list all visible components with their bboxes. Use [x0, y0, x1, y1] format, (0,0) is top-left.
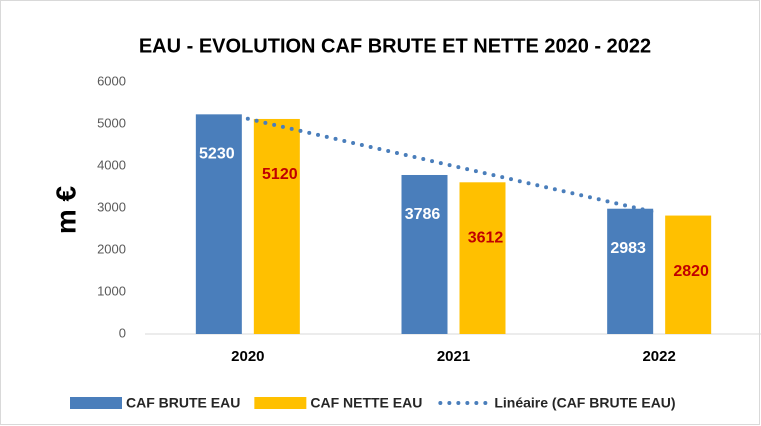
data-label: 3786 — [405, 206, 441, 223]
y-tick-label: 2000 — [97, 241, 126, 256]
legend-swatch — [254, 397, 307, 409]
bar — [459, 182, 506, 334]
y-tick-label: 0 — [119, 325, 126, 340]
x-tick-label: 2021 — [437, 348, 470, 365]
bar — [195, 114, 242, 334]
y-axis-label: m € — [50, 185, 81, 234]
bar — [401, 174, 448, 334]
data-label: 2820 — [673, 263, 709, 280]
legend-label: CAF NETTE EAU — [310, 395, 422, 411]
data-label: 3612 — [468, 230, 504, 247]
legend-swatch — [70, 397, 122, 409]
bar — [607, 208, 654, 334]
data-label: 5120 — [262, 166, 298, 183]
legend-label: Linéaire (CAF BRUTE EAU) — [494, 395, 675, 411]
y-tick-label: 5000 — [97, 115, 126, 130]
data-label: 2983 — [610, 240, 646, 257]
y-tick-label: 3000 — [97, 199, 126, 214]
x-tick-label: 2020 — [231, 348, 264, 365]
x-tick-label: 2022 — [642, 348, 675, 365]
legend-label: CAF BRUTE EAU — [126, 395, 240, 411]
bar — [665, 215, 712, 334]
y-tick-label: 6000 — [97, 73, 126, 88]
y-tick-label: 4000 — [97, 157, 126, 172]
chart-title: EAU - EVOLUTION CAF BRUTE ET NETTE 2020 … — [139, 35, 651, 57]
data-label: 5230 — [199, 146, 235, 163]
y-tick-label: 1000 — [97, 283, 126, 298]
bar — [253, 118, 300, 335]
trend-line — [245, 116, 662, 216]
